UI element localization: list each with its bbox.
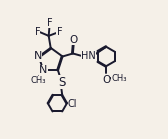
Text: S: S [58,76,66,89]
Text: CH₃: CH₃ [30,76,46,85]
Text: O: O [102,75,110,85]
Text: CH₃: CH₃ [111,74,127,83]
Text: F: F [35,27,40,37]
Text: HN: HN [81,51,96,61]
Text: F: F [56,27,62,37]
Text: N: N [39,65,48,75]
Text: N: N [34,51,42,61]
Text: F: F [47,18,53,28]
Text: O: O [70,35,78,45]
Text: Cl: Cl [68,99,77,109]
